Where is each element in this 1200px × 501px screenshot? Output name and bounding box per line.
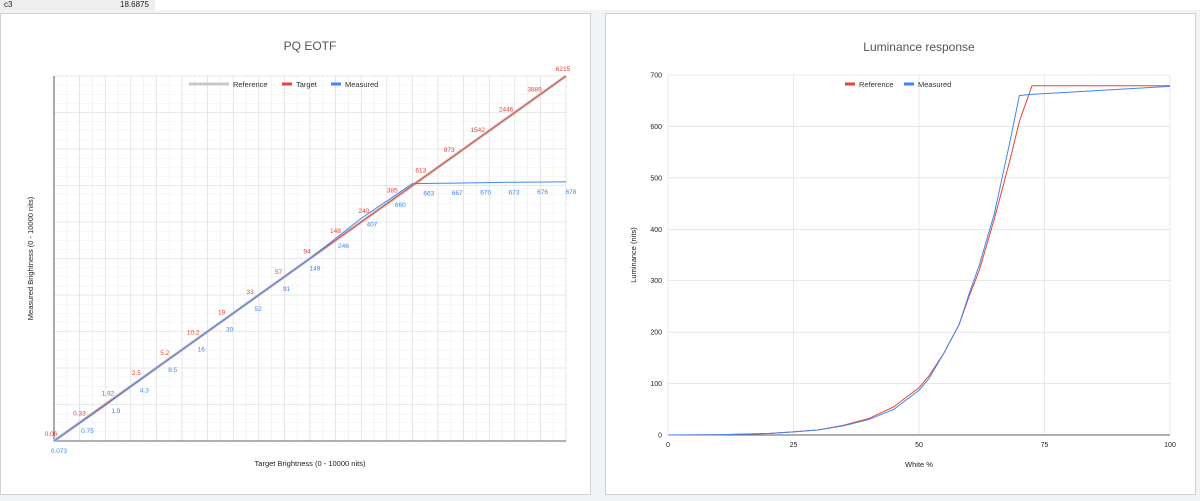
measured-data-label: 0.073	[51, 448, 68, 455]
target-data-label: 973	[444, 147, 455, 154]
y-tick-label: 700	[650, 73, 662, 80]
target-data-label: 385	[387, 188, 398, 195]
luminance-response-chart-panel[interactable]: Luminance response 0 25 50 75 100 0 100 200 300 40…	[605, 13, 1196, 495]
target-data-label: 19	[218, 309, 226, 316]
measured-data-label: 678	[566, 189, 577, 196]
legend-label: Measured	[918, 80, 951, 89]
y-tick-label: 200	[650, 330, 662, 337]
measured-data-label: 407	[366, 221, 377, 228]
y-tick-label: 0	[658, 433, 662, 440]
measured-data-label: 667	[452, 190, 463, 197]
x-tick-label: 50	[915, 442, 923, 449]
y-tick-label: 300	[650, 278, 662, 285]
target-data-label: 0.06	[45, 431, 58, 438]
measured-data-label: 0.75	[81, 428, 94, 435]
target-data-label: 613	[415, 167, 426, 174]
series-line-measured	[667, 85, 1171, 436]
legend-label: Reference	[233, 80, 268, 89]
cell-reference[interactable]: c3 18.6875	[0, 0, 155, 10]
formula-bar	[0, 0, 1200, 10]
measured-data-label: 8.5	[168, 367, 177, 374]
pq-eotf-chart-panel[interactable]: PQ EOTF 0.06 0.33 1.92 2.5 5.2 10.2 19 33 57 94 148…	[0, 13, 591, 495]
measured-data-label: 4.3	[140, 387, 149, 394]
measured-data-label: 149	[310, 266, 321, 273]
measured-data-label: 30	[226, 326, 234, 333]
target-data-label: 1542	[470, 127, 485, 134]
series-line-measured	[53, 181, 567, 442]
y-tick-label: 600	[650, 124, 662, 131]
x-tick-label: 100	[1164, 442, 1176, 449]
target-data-label: 33	[246, 289, 254, 296]
y-axis-title: Measured Brightness (0 - 10000 nits)	[26, 196, 35, 320]
measured-data-label: 1.9	[111, 408, 120, 415]
legend-label: Reference	[859, 80, 894, 89]
legend-label: Measured	[345, 80, 378, 89]
cell-value: 18.6875	[120, 0, 149, 9]
measured-data-label: 673	[509, 189, 520, 196]
chart-title: Luminance response	[863, 40, 975, 54]
legend-label: Target	[296, 80, 318, 89]
target-data-label: 94	[303, 249, 311, 256]
luminance-response-chart: Luminance response 0 25 50 75 100 0 100 200 300 40…	[629, 40, 1176, 469]
measured-data-label: 663	[423, 191, 434, 198]
target-data-label: 3889	[527, 86, 542, 93]
cell-address: c3	[4, 0, 13, 9]
measured-data-label: 676	[537, 189, 548, 196]
target-data-label: 10.2	[187, 330, 200, 337]
measured-data-label: 670	[480, 190, 491, 197]
target-data-label: 2.5	[132, 370, 141, 377]
y-tick-label: 400	[650, 227, 662, 234]
x-axis-title: Target Brightness (0 - 10000 nits)	[255, 459, 366, 468]
pq-eotf-chart: PQ EOTF 0.06 0.33 1.92 2.5 5.2 10.2 19 33 57 94 148…	[26, 39, 577, 468]
x-tick-label: 75	[1041, 442, 1049, 449]
measured-data-label: 52	[254, 306, 262, 313]
target-data-label: 57	[275, 269, 283, 276]
x-tick-label: 0	[666, 442, 670, 449]
target-data-label: 148	[330, 228, 341, 235]
target-data-label: 6215	[556, 66, 571, 73]
measured-data-label: 91	[283, 286, 291, 293]
y-tick-label: 100	[650, 381, 662, 388]
y-axis-title: Luminance (nits)	[629, 227, 638, 283]
target-data-label: 5.2	[160, 350, 169, 357]
x-tick-label: 25	[790, 442, 798, 449]
chart-title: PQ EOTF	[284, 39, 337, 53]
target-data-label: 2446	[499, 107, 514, 114]
target-data-label: 240	[358, 208, 369, 215]
measured-data-label: 660	[395, 202, 406, 209]
y-tick-label: 500	[650, 175, 662, 182]
measured-data-label: 246	[338, 243, 349, 250]
x-axis-title: White %	[905, 460, 933, 469]
measured-data-label: 16	[198, 347, 206, 354]
target-data-label: 0.33	[73, 411, 86, 418]
target-data-label: 1.92	[102, 390, 115, 397]
